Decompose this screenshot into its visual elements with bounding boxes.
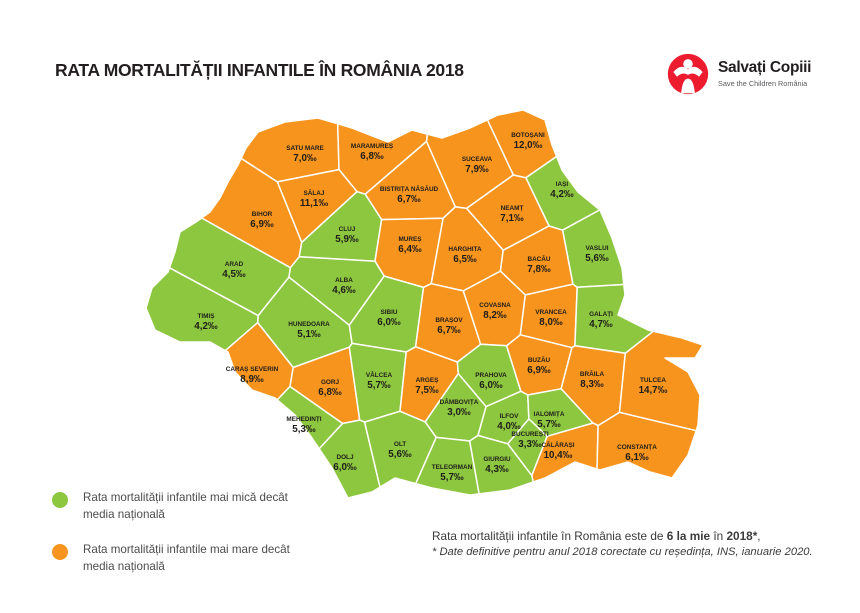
- county-label-iasi: IAȘI 4,2‰: [550, 181, 574, 200]
- legend-item-above-average: Rata mortalității infantile mai mare dec…: [52, 541, 298, 576]
- footnote-line2: * Date definitive pentru anul 2018 corec…: [432, 546, 813, 558]
- county-label-bistrita-nasaud: BISTRIȚA NĂSĂUD 6,7‰: [380, 184, 439, 205]
- county-label-botosani: BOTOȘANI 12,0‰: [511, 132, 545, 151]
- county-label-vaslui: VASLUI 5,6‰: [585, 245, 609, 264]
- county-label-dolj: DOLJ 6,0‰: [333, 454, 357, 473]
- county-label-teleorman: TELEORMAN 5,7‰: [432, 464, 473, 483]
- county-label-sibiu: SIBIU 6,0‰: [377, 309, 401, 328]
- county-label-calarasi: CĂLĂRAȘI 10,4‰: [541, 440, 574, 461]
- county-label-brasov: BRAȘOV 6,7‰: [435, 317, 463, 336]
- county-label-valcea: VÂLCEA 5,7‰: [366, 370, 393, 391]
- county-label-ialomita: IALOMIȚA 5,7‰: [534, 411, 565, 430]
- county-label-mures: MUREȘ 6,4‰: [398, 236, 422, 255]
- county-label-tulcea: TULCEA 14,7‰: [639, 377, 668, 396]
- legend-label-below-average: Rata mortalității infantile mai mică dec…: [83, 491, 288, 522]
- county-label-dambovita: DÂMBOVIȚA 3,0‰: [440, 397, 479, 418]
- county-label-giurgiu: GIURGIU 4,3‰: [483, 456, 511, 475]
- county-region-giurgiu: [468, 434, 534, 495]
- county-label-galati: GALAȚI 4,7‰: [589, 311, 613, 330]
- legend-dot-green: [52, 492, 68, 508]
- legend-dot-orange: [52, 543, 68, 560]
- county-label-constanta: CONSTANȚA 6,1‰: [617, 444, 657, 463]
- footnote: Rata mortalității infantile în România e…: [432, 529, 813, 558]
- legend-label-above-average: Rata mortalității infantile mai mare dec…: [83, 542, 290, 574]
- page-title: RATA MORTALITĂȚII INFANTILE ÎN ROMÂNIA 2…: [55, 60, 464, 80]
- county-label-buzau: BUZĂU 6,9‰: [527, 355, 551, 376]
- county-label-arges: ARGEȘ 7,5‰: [415, 377, 439, 396]
- county-label-olt: OLT 5,6‰: [388, 441, 412, 460]
- legend-item-below-average: Rata mortalității infantile mai mică dec…: [52, 489, 298, 524]
- county-label-suceava: SUCEAVA 7,9‰: [462, 156, 493, 175]
- logo-tagline: Save the Children România: [718, 78, 808, 88]
- county-label-satu-mare: SATU MARE 7,0‰: [286, 145, 324, 164]
- county-label-prahova: PRAHOVA 6,0‰: [475, 372, 507, 391]
- county-region-olt: [363, 410, 437, 488]
- county-label-bacau: BACĂU 7,8‰: [527, 254, 551, 275]
- county-label-gorj: GORJ 6,8‰: [318, 379, 342, 398]
- county-label-vrancea: VRANCEA 8,0‰: [535, 309, 567, 328]
- county-region-constanta: [596, 411, 697, 479]
- footnote-line1: Rata mortalității infantile în România e…: [432, 529, 761, 543]
- logo-text: Salvați Copiii Save the Children România: [718, 60, 811, 88]
- salvati-copiii-logo: Salvați Copiii Save the Children România: [666, 52, 811, 96]
- county-label-salaj: SĂLAJ 11,1‰: [300, 188, 329, 209]
- county-label-covasna: COVASNA 8,2‰: [479, 302, 511, 321]
- county-label-hunedoara: HUNEDOARA 5,1‰: [288, 321, 330, 340]
- logo-name: Salvați Copiii: [718, 59, 812, 77]
- county-label-braila: BRĂILA 8,3‰: [580, 369, 605, 390]
- county-label-mehedinti: MEHEDINȚI 5,3‰: [286, 416, 321, 435]
- county-label-cluj: CLUJ 5,9‰: [335, 226, 359, 245]
- county-label-arad: ARAD 4,5‰: [222, 261, 246, 280]
- county-label-timis: TIMIȘ 4,2‰: [194, 313, 218, 332]
- save-the-children-logo-icon: [667, 53, 709, 95]
- county-label-bihor: BIHOR 6,9‰: [250, 211, 274, 230]
- county-label-maramures: MARAMUREȘ 6,8‰: [351, 143, 394, 162]
- county-label-caras-severin: CARAȘ SEVERIN 8,9‰: [226, 366, 279, 385]
- county-label-alba: ALBA 4,6‰: [332, 277, 356, 296]
- county-label-neamt: NEAMȚ 7,1‰: [500, 205, 524, 224]
- legend: Rata mortalității infantile mai mică dec…: [52, 489, 298, 576]
- county-label-harghita: HARGHITA 6,5‰: [448, 246, 482, 265]
- county-region-dolj: [318, 419, 381, 499]
- county-label-ilfov: ILFOV 4,0‰: [497, 413, 521, 432]
- county-label-bucuresti: BUCUREȘTI 3,3‰: [511, 431, 549, 450]
- county-region-tulcea: [618, 330, 704, 432]
